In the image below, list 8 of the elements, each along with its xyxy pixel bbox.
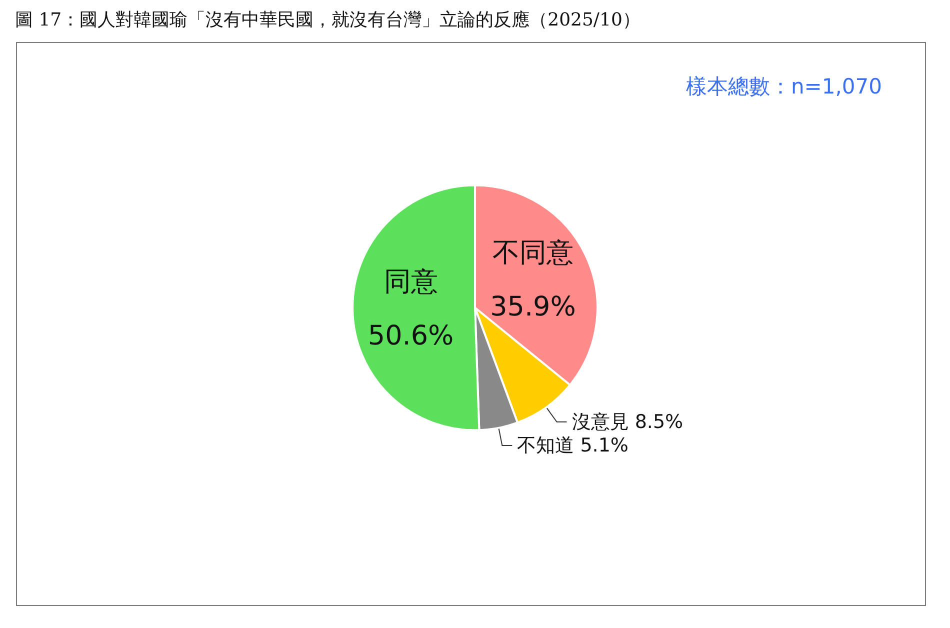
slice-label: 不知道 5.1% [517,434,628,457]
data-label: 50.6% [368,320,454,352]
slice-label: 沒意見 8.5% [572,410,684,433]
text: 樣本總數：n=1,070 [686,74,882,98]
slice-label: 同意 [384,266,438,298]
data-label: 35.9% [490,292,576,323]
chart-title: 圖 17：國人對韓國瑜「沒有中華民國，就沒有台灣」立論的反應（2025/10） [15,10,640,30]
slice-label: 不同意 [492,238,574,269]
